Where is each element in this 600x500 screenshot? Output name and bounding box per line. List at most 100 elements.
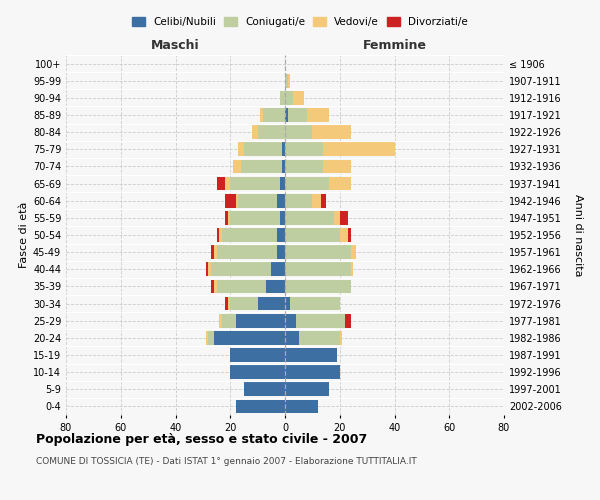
Bar: [263, 108, 285, 122]
Bar: [288, 108, 307, 122]
Bar: [280, 211, 285, 224]
Bar: [211, 262, 271, 276]
Bar: [285, 331, 299, 344]
Bar: [345, 314, 351, 328]
Bar: [320, 194, 326, 207]
Bar: [351, 262, 353, 276]
Bar: [219, 228, 222, 242]
Bar: [241, 160, 282, 173]
Bar: [238, 142, 244, 156]
Bar: [252, 126, 257, 139]
Bar: [236, 194, 238, 207]
Bar: [296, 314, 345, 328]
Bar: [285, 246, 351, 259]
Bar: [285, 91, 293, 104]
Bar: [217, 280, 266, 293]
Bar: [217, 246, 277, 259]
Bar: [257, 296, 285, 310]
Bar: [222, 314, 236, 328]
Y-axis label: Fasce di età: Fasce di età: [19, 202, 29, 268]
Bar: [285, 108, 288, 122]
Bar: [340, 331, 343, 344]
Bar: [236, 314, 285, 328]
Text: Popolazione per età, sesso e stato civile - 2007: Popolazione per età, sesso e stato civil…: [36, 432, 367, 446]
Bar: [227, 211, 230, 224]
Bar: [208, 262, 211, 276]
Bar: [211, 280, 214, 293]
Bar: [214, 280, 217, 293]
Bar: [348, 228, 351, 242]
Bar: [206, 262, 208, 276]
Bar: [285, 400, 318, 413]
Bar: [340, 211, 348, 224]
Bar: [214, 331, 285, 344]
Bar: [285, 194, 313, 207]
Bar: [277, 194, 285, 207]
Bar: [214, 246, 217, 259]
Bar: [285, 262, 351, 276]
Bar: [227, 296, 230, 310]
Bar: [285, 74, 288, 88]
Bar: [271, 262, 285, 276]
Bar: [323, 142, 395, 156]
Bar: [236, 400, 285, 413]
Bar: [257, 126, 285, 139]
Bar: [282, 160, 285, 173]
Bar: [219, 314, 222, 328]
Text: Femmine: Femmine: [362, 38, 427, 52]
Bar: [230, 296, 257, 310]
Bar: [280, 91, 285, 104]
Bar: [285, 314, 296, 328]
Bar: [323, 160, 350, 173]
Bar: [285, 126, 313, 139]
Bar: [285, 160, 323, 173]
Bar: [225, 194, 236, 207]
Bar: [288, 74, 290, 88]
Bar: [244, 142, 282, 156]
Bar: [280, 176, 285, 190]
Bar: [238, 194, 277, 207]
Bar: [285, 348, 337, 362]
Bar: [230, 211, 280, 224]
Bar: [225, 296, 227, 310]
Bar: [285, 366, 340, 379]
Bar: [285, 382, 329, 396]
Bar: [313, 126, 350, 139]
Bar: [244, 382, 285, 396]
Y-axis label: Anni di nascita: Anni di nascita: [573, 194, 583, 276]
Bar: [334, 211, 340, 224]
Bar: [277, 228, 285, 242]
Bar: [230, 176, 280, 190]
Bar: [222, 228, 277, 242]
Bar: [290, 296, 340, 310]
Bar: [329, 176, 351, 190]
Bar: [233, 160, 241, 173]
Bar: [351, 246, 356, 259]
Bar: [285, 211, 334, 224]
Bar: [230, 366, 285, 379]
Bar: [225, 176, 230, 190]
Bar: [206, 331, 208, 344]
Text: COMUNE DI TOSSICIA (TE) - Dati ISTAT 1° gennaio 2007 - Elaborazione TUTTITALIA.I: COMUNE DI TOSSICIA (TE) - Dati ISTAT 1° …: [36, 458, 417, 466]
Bar: [217, 228, 220, 242]
Bar: [293, 91, 304, 104]
Bar: [217, 176, 225, 190]
Bar: [211, 246, 214, 259]
Bar: [277, 246, 285, 259]
Bar: [340, 228, 348, 242]
Bar: [282, 142, 285, 156]
Bar: [285, 176, 329, 190]
Bar: [307, 108, 329, 122]
Bar: [208, 331, 214, 344]
Bar: [285, 296, 290, 310]
Bar: [299, 331, 340, 344]
Bar: [225, 211, 227, 224]
Bar: [260, 108, 263, 122]
Bar: [285, 228, 340, 242]
Text: Maschi: Maschi: [151, 38, 200, 52]
Bar: [285, 280, 351, 293]
Bar: [266, 280, 285, 293]
Bar: [313, 194, 320, 207]
Bar: [285, 142, 323, 156]
Bar: [230, 348, 285, 362]
